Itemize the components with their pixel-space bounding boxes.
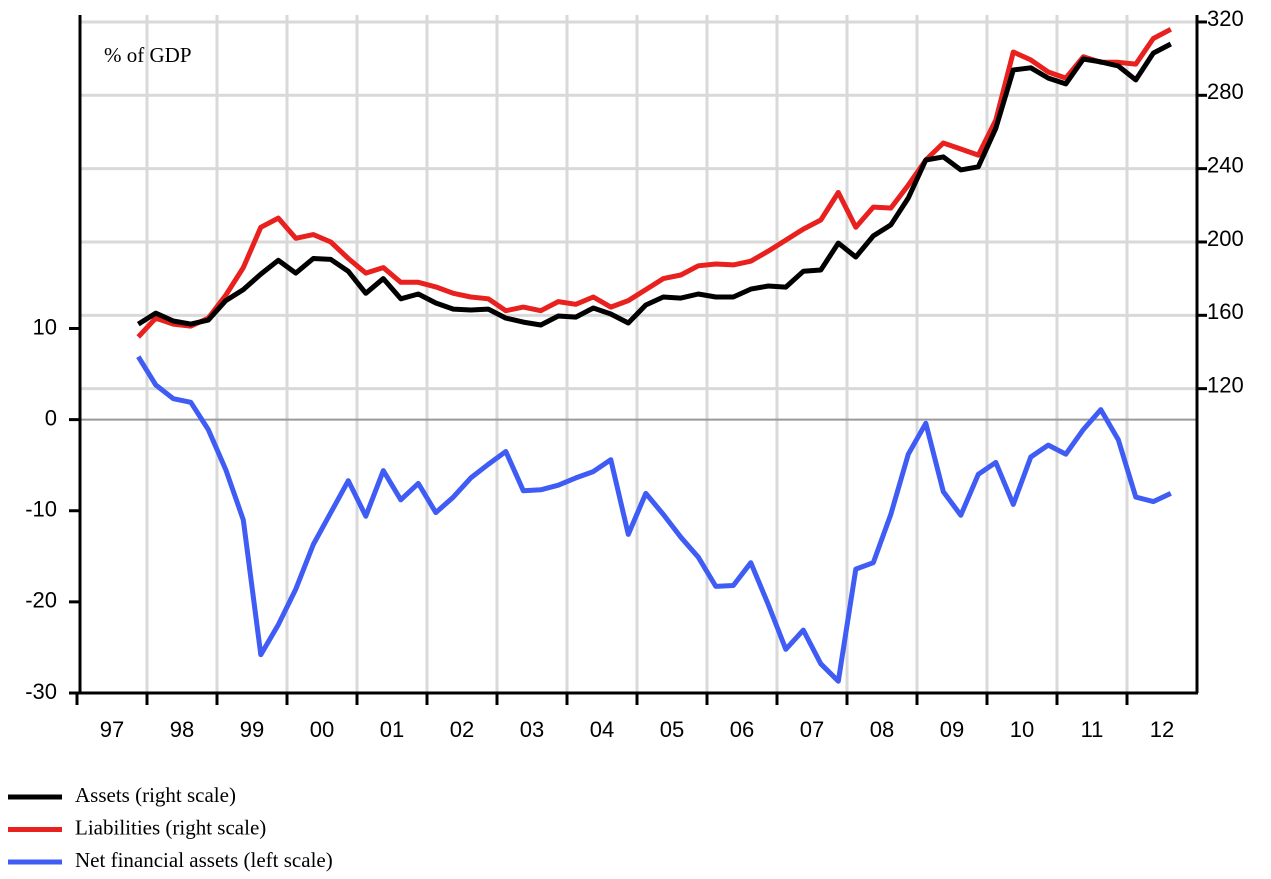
x-tick-label: 05 (660, 717, 684, 742)
x-tick-label: 01 (380, 717, 404, 742)
y2-tick-label: 320 (1207, 6, 1244, 31)
y2-tick-label: 200 (1207, 226, 1244, 251)
x-tick-label: 04 (590, 717, 614, 742)
x-tick-label: 99 (240, 717, 264, 742)
series-line (136, 355, 1172, 684)
x-tick-label: 10 (1010, 717, 1034, 742)
y2-tick-label: 280 (1207, 79, 1244, 104)
y-tick-label: -30 (25, 679, 57, 704)
x-tick-label: 03 (520, 717, 544, 742)
x-tick-label: 12 (1150, 717, 1174, 742)
y-tick-label: 10 (33, 314, 57, 339)
x-tick-label: 06 (730, 717, 754, 742)
x-tick-label: 97 (100, 717, 124, 742)
x-tick-label: 08 (870, 717, 894, 742)
legend-label: Assets (right scale) (75, 783, 236, 807)
y-tick-label: 0 (45, 405, 57, 430)
y-tick-label: -10 (25, 497, 57, 522)
x-tick-label: 02 (450, 717, 474, 742)
x-tick-label: 09 (940, 717, 964, 742)
legend-label: Liabilities (right scale) (75, 815, 266, 839)
y2-tick-label: 160 (1207, 299, 1244, 324)
x-tick-label: 07 (800, 717, 824, 742)
y2-tick-label: 120 (1207, 372, 1244, 397)
legend-label: Net financial assets (left scale) (75, 848, 333, 872)
y2-tick-label: 240 (1207, 152, 1244, 177)
series-line (136, 41, 1172, 328)
y-tick-label: -20 (25, 588, 57, 613)
x-tick-label: 00 (310, 717, 334, 742)
x-tick-label: 98 (170, 717, 194, 742)
x-tick-label: 11 (1081, 717, 1104, 742)
series-line (136, 27, 1172, 339)
